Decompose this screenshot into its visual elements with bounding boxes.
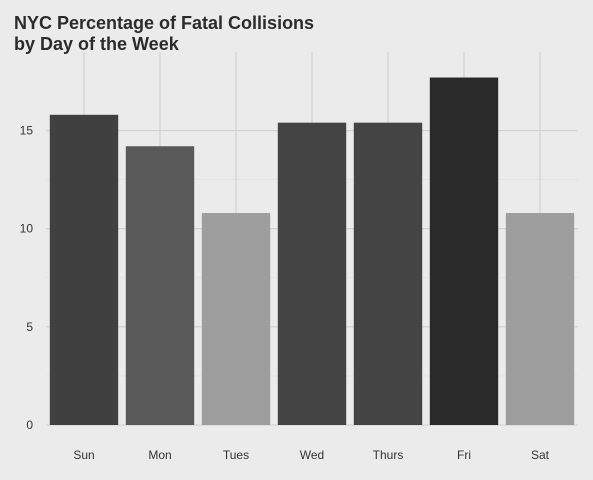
y-tick-label: 5 (26, 320, 33, 334)
x-tick-label: Wed (300, 448, 324, 462)
x-tick-label: Thurs (373, 448, 404, 462)
x-axis-tick-labels: Sun Mon Tues Wed Thurs Fri Sat (73, 448, 549, 462)
bar-mon (125, 146, 195, 426)
y-axis-tick-labels: 0 5 10 15 (20, 124, 34, 432)
x-tick-label: Sun (73, 448, 94, 462)
chart-title: NYC Percentage of Fatal Collisions by Da… (14, 13, 314, 55)
bar-tues (201, 212, 271, 425)
x-tick-label: Sat (531, 448, 550, 462)
y-tick-label: 10 (20, 222, 34, 236)
x-tick-label: Fri (457, 448, 471, 462)
bar-fri (429, 77, 499, 425)
bar-sun (49, 114, 119, 426)
bar-wed (277, 122, 347, 426)
chart-title-line-1: NYC Percentage of Fatal Collisions (14, 13, 315, 33)
y-tick-label: 15 (20, 124, 34, 138)
y-tick-label: 0 (26, 418, 33, 432)
bar-thurs (353, 122, 423, 426)
x-tick-label: Tues (223, 448, 249, 462)
chart-title-line-2: by Day of the Week (14, 34, 179, 54)
bars (49, 77, 575, 426)
x-tick-label: Mon (148, 448, 171, 462)
bar-sat (505, 212, 575, 425)
